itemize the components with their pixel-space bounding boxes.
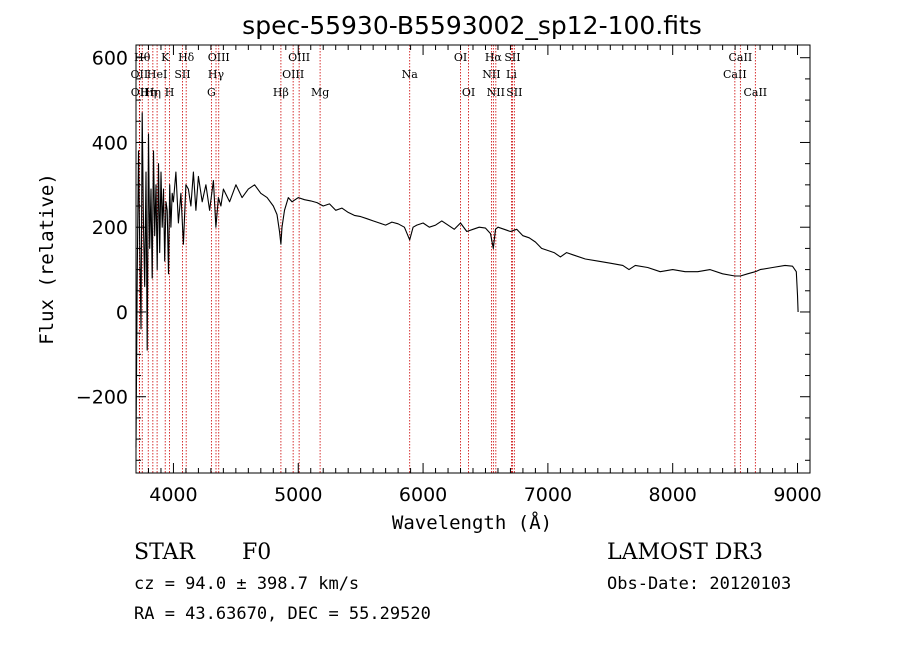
y-tick-label: 600	[92, 48, 128, 70]
line-marker-label: HeI	[147, 68, 167, 81]
line-marker-label: SII	[506, 86, 522, 99]
line-marker-label: Hη	[145, 86, 161, 99]
x-tick-label: 7000	[524, 484, 572, 506]
line-marker-label: K	[161, 51, 170, 64]
line-marker-label: SII	[174, 68, 190, 81]
line-marker-label: CaII	[743, 86, 767, 99]
x-axis-label: Wavelength (Å)	[392, 511, 552, 534]
x-tick-label: 4000	[149, 484, 197, 506]
subclass-label: F0	[242, 540, 271, 565]
line-marker-label: Hβ	[273, 86, 289, 99]
line-marker-label: NII	[487, 86, 505, 99]
x-tick-label: 6000	[399, 484, 447, 506]
line-marker-label: SII	[504, 51, 520, 64]
line-marker-label: Mg	[311, 86, 329, 99]
line-marker-label: OIII	[288, 51, 310, 64]
line-marker-label: Hη	[140, 86, 156, 99]
y-axis: −200 0 200 400 600	[76, 48, 810, 461]
line-marker-label: Na	[402, 68, 419, 81]
spectrum-line	[135, 112, 799, 448]
line-marker-label: OIII	[208, 51, 230, 64]
survey-label: LAMOST DR3	[607, 540, 763, 565]
line-label-group: OIIOIIHθHηHηHeIKHSIIHδGHγOIIIHβOIIIOIIIM…	[131, 51, 768, 99]
line-marker-label: CaII	[723, 68, 747, 81]
y-tick-label: 200	[92, 217, 128, 239]
line-marker-group	[138, 45, 756, 473]
coordinates-label: RA = 43.63670, DEC = 55.29520	[134, 604, 431, 624]
x-axis: 4000 5000 6000 7000 8000 9000	[135, 45, 822, 506]
line-marker-label: Hδ	[178, 51, 195, 64]
x-tick-label: 8000	[649, 484, 697, 506]
line-marker-label: CaII	[729, 51, 753, 64]
x-tick-label: 9000	[773, 484, 821, 506]
line-marker-label: Hγ	[208, 68, 225, 81]
redshift-label: cz = 94.0 ± 398.7 km/s	[134, 574, 359, 594]
line-marker-label: OIII	[282, 68, 304, 81]
x-tick-label: 5000	[274, 484, 322, 506]
y-tick-label: 0	[116, 302, 128, 324]
line-marker-label: OII	[131, 86, 149, 99]
plot-frame	[135, 44, 811, 474]
y-axis-label: Flux (relative)	[36, 173, 58, 345]
line-marker-label: H	[165, 86, 175, 99]
line-marker-label: Hα	[485, 51, 503, 64]
line-marker-label: NII	[482, 68, 500, 81]
object-class-label: STAR	[134, 540, 196, 565]
obs-date-label: Obs-Date: 20120103	[607, 574, 791, 594]
line-marker-label: G	[207, 86, 216, 99]
chart-title: spec-55930-B5593002_sp12-100.fits	[242, 11, 702, 40]
line-marker-label: OII	[131, 68, 149, 81]
y-tick-label: −200	[76, 387, 128, 409]
line-marker-label: OI	[462, 86, 475, 99]
line-marker-label: OI	[454, 51, 467, 64]
y-tick-label: 400	[92, 132, 128, 154]
line-marker-label: Li	[506, 68, 517, 81]
